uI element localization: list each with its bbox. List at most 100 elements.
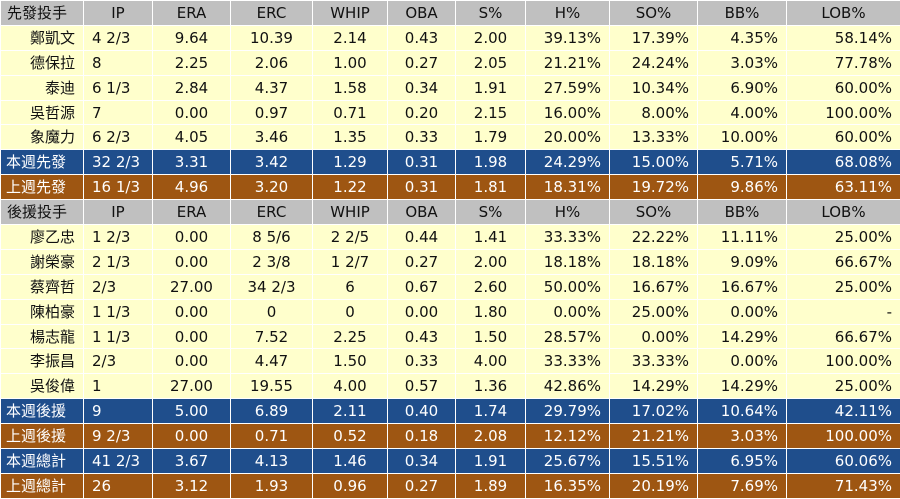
cell-lob: -	[787, 299, 900, 324]
cell-erc: 0	[231, 299, 313, 324]
cell-bb: 0.00%	[698, 349, 787, 374]
cell-oba: 0.27	[388, 50, 456, 75]
cell-name: 泰迪	[1, 75, 84, 100]
cell-whip: 1 2/7	[313, 249, 388, 274]
column-header-ip: IP	[84, 200, 153, 225]
cell-era: 5.00	[153, 399, 231, 424]
cell-lob: 77.78%	[787, 50, 900, 75]
cell-so: 15.51%	[610, 449, 698, 474]
cell-s: 2.00	[456, 25, 526, 50]
cell-ip: 1 1/3	[84, 299, 153, 324]
cell-lob: 60.06%	[787, 449, 900, 474]
cell-s: 2.08	[456, 424, 526, 449]
cell-s: 4.00	[456, 349, 526, 374]
cell-h: 25.67%	[526, 449, 610, 474]
cell-erc: 3.20	[231, 175, 313, 200]
cell-lob: 25.00%	[787, 274, 900, 299]
cell-era: 4.05	[153, 125, 231, 150]
cell-h: 33.33%	[526, 225, 610, 250]
cell-whip: 1.35	[313, 125, 388, 150]
cell-name: 廖乙忠	[1, 225, 84, 250]
cell-ip: 16 1/3	[84, 175, 153, 200]
cell-h: 33.33%	[526, 349, 610, 374]
cell-oba: 0.33	[388, 349, 456, 374]
cell-s: 2.15	[456, 100, 526, 125]
cell-era: 27.00	[153, 274, 231, 299]
cell-s: 1.91	[456, 449, 526, 474]
cell-whip: 0	[313, 299, 388, 324]
cell-name: 陳柏豪	[1, 299, 84, 324]
cell-h: 16.35%	[526, 473, 610, 498]
column-header-ip: IP	[84, 1, 153, 26]
cell-whip: 1.29	[313, 150, 388, 175]
cell-era: 9.64	[153, 25, 231, 50]
cell-so: 19.72%	[610, 175, 698, 200]
cell-so: 21.21%	[610, 424, 698, 449]
cell-oba: 0.34	[388, 75, 456, 100]
cell-ip: 1	[84, 374, 153, 399]
cell-h: 28.57%	[526, 324, 610, 349]
cell-lob: 58.14%	[787, 25, 900, 50]
column-header-so: SO%	[610, 1, 698, 26]
cell-lob: 71.43%	[787, 473, 900, 498]
cell-h: 20.00%	[526, 125, 610, 150]
cell-bb: 10.64%	[698, 399, 787, 424]
cell-so: 8.00%	[610, 100, 698, 125]
cell-lob: 100.00%	[787, 424, 900, 449]
cell-so: 33.33%	[610, 349, 698, 374]
cell-ip: 8	[84, 50, 153, 75]
cell-s: 1.36	[456, 374, 526, 399]
column-header-whip: WHIP	[313, 200, 388, 225]
cell-era: 0.00	[153, 249, 231, 274]
cell-erc: 6.89	[231, 399, 313, 424]
column-header-erc: ERC	[231, 1, 313, 26]
cell-ip: 41 2/3	[84, 449, 153, 474]
cell-so: 15.00%	[610, 150, 698, 175]
column-header-oba: OBA	[388, 200, 456, 225]
cell-oba: 0.43	[388, 25, 456, 50]
cell-bb: 6.90%	[698, 75, 787, 100]
cell-ip: 7	[84, 100, 153, 125]
cell-lob: 25.00%	[787, 225, 900, 250]
cell-s: 1.79	[456, 125, 526, 150]
cell-era: 4.96	[153, 175, 231, 200]
cell-erc: 8 5/6	[231, 225, 313, 250]
cell-so: 13.33%	[610, 125, 698, 150]
column-header-h: H%	[526, 200, 610, 225]
cell-name: 吳俊偉	[1, 374, 84, 399]
cell-erc: 1.93	[231, 473, 313, 498]
cell-erc: 0.97	[231, 100, 313, 125]
cell-oba: 0.00	[388, 299, 456, 324]
column-header-bb: BB%	[698, 1, 787, 26]
cell-erc: 0.71	[231, 424, 313, 449]
cell-whip: 6	[313, 274, 388, 299]
cell-ip: 2/3	[84, 274, 153, 299]
cell-era: 2.25	[153, 50, 231, 75]
cell-era: 0.00	[153, 299, 231, 324]
cell-bb: 3.03%	[698, 50, 787, 75]
cell-bb: 3.03%	[698, 424, 787, 449]
cell-erc: 19.55	[231, 374, 313, 399]
cell-h: 16.00%	[526, 100, 610, 125]
cell-bb: 6.95%	[698, 449, 787, 474]
cell-ip: 26	[84, 473, 153, 498]
cell-ip: 4 2/3	[84, 25, 153, 50]
cell-bb: 4.00%	[698, 100, 787, 125]
cell-oba: 0.43	[388, 324, 456, 349]
cell-s: 1.89	[456, 473, 526, 498]
cell-s: 1.81	[456, 175, 526, 200]
cell-oba: 0.33	[388, 125, 456, 150]
cell-era: 0.00	[153, 349, 231, 374]
cell-whip: 1.58	[313, 75, 388, 100]
cell-lob: 100.00%	[787, 100, 900, 125]
column-header-h: H%	[526, 1, 610, 26]
